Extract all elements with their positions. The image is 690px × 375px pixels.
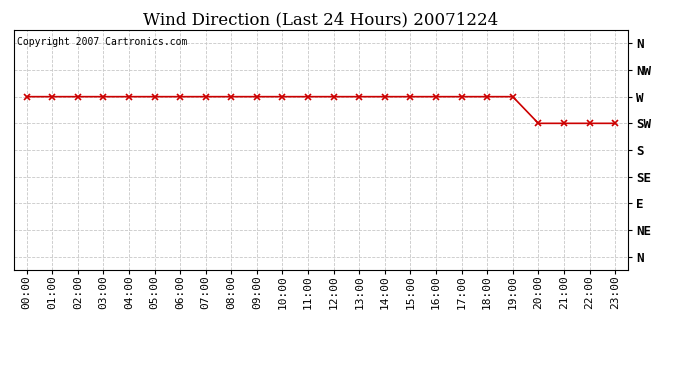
Title: Wind Direction (Last 24 Hours) 20071224: Wind Direction (Last 24 Hours) 20071224 [144, 12, 498, 28]
Text: Copyright 2007 Cartronics.com: Copyright 2007 Cartronics.com [17, 37, 187, 47]
